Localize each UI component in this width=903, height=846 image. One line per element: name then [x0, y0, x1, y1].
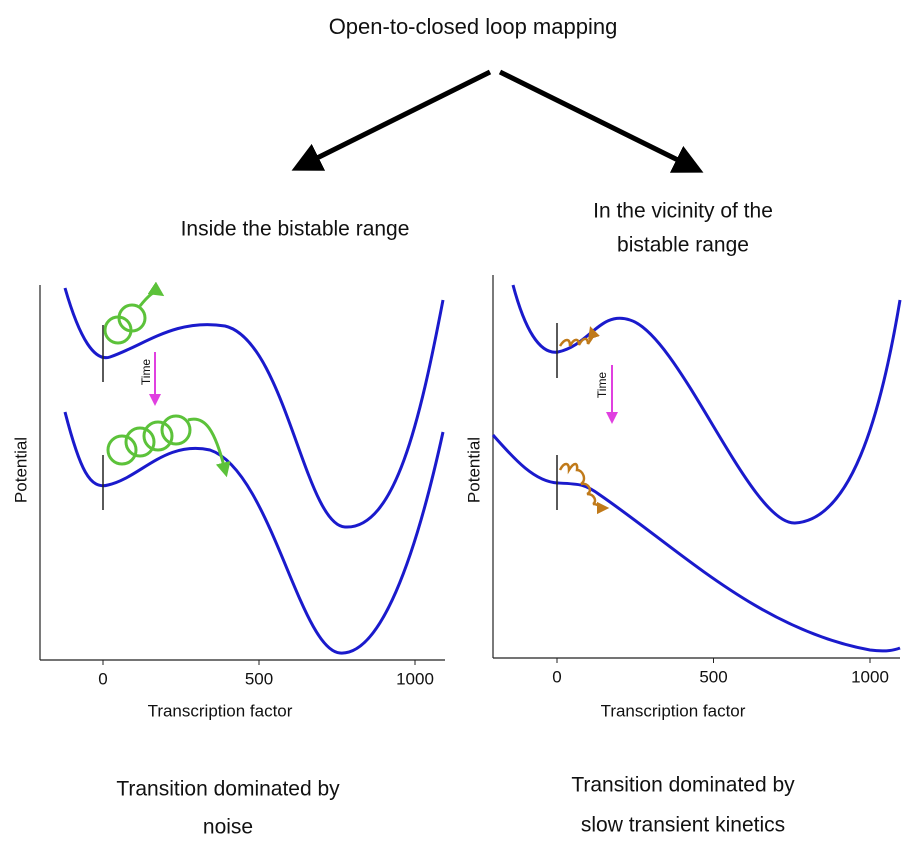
potential-curve [63, 411, 445, 655]
caption: slow transient kinetics [581, 814, 785, 837]
x-tick-label: 0 [98, 669, 107, 688]
x-label: Transcription factor [601, 701, 746, 720]
left-panel: Potential Transcription factor Time 0 500… [11, 281, 445, 720]
panel-heading: In the vicinity of the [593, 200, 773, 223]
potential-curve [491, 434, 901, 653]
arrow [498, 69, 704, 173]
panel-heading: Inside the bistable range [181, 218, 410, 241]
y-label: Potential [11, 437, 30, 503]
potential-curve [63, 287, 445, 529]
trajectory [103, 281, 231, 478]
x-tick-label: 0 [552, 667, 561, 686]
potential-curve [511, 284, 902, 525]
y-label: Potential [464, 437, 483, 503]
x-tick-label: 500 [699, 667, 727, 686]
caption: Transition dominated by [116, 778, 340, 801]
arrow [291, 69, 492, 171]
caption: noise [203, 816, 253, 839]
x-tick-label: 500 [245, 669, 273, 688]
right-panel: Potential Transcription factor Time 0 500… [464, 275, 902, 720]
x-tick-label: 1000 [851, 667, 889, 686]
caption: Transition dominated by [571, 774, 795, 797]
panel-heading: bistable range [617, 234, 749, 257]
x-tick-label: 1000 [396, 669, 434, 688]
time-label: Time [595, 372, 609, 399]
x-label: Transcription factor [148, 701, 293, 720]
title: Open-to-closed loop mapping [329, 14, 618, 39]
trajectory [558, 326, 610, 515]
time-label: Time [139, 359, 153, 386]
